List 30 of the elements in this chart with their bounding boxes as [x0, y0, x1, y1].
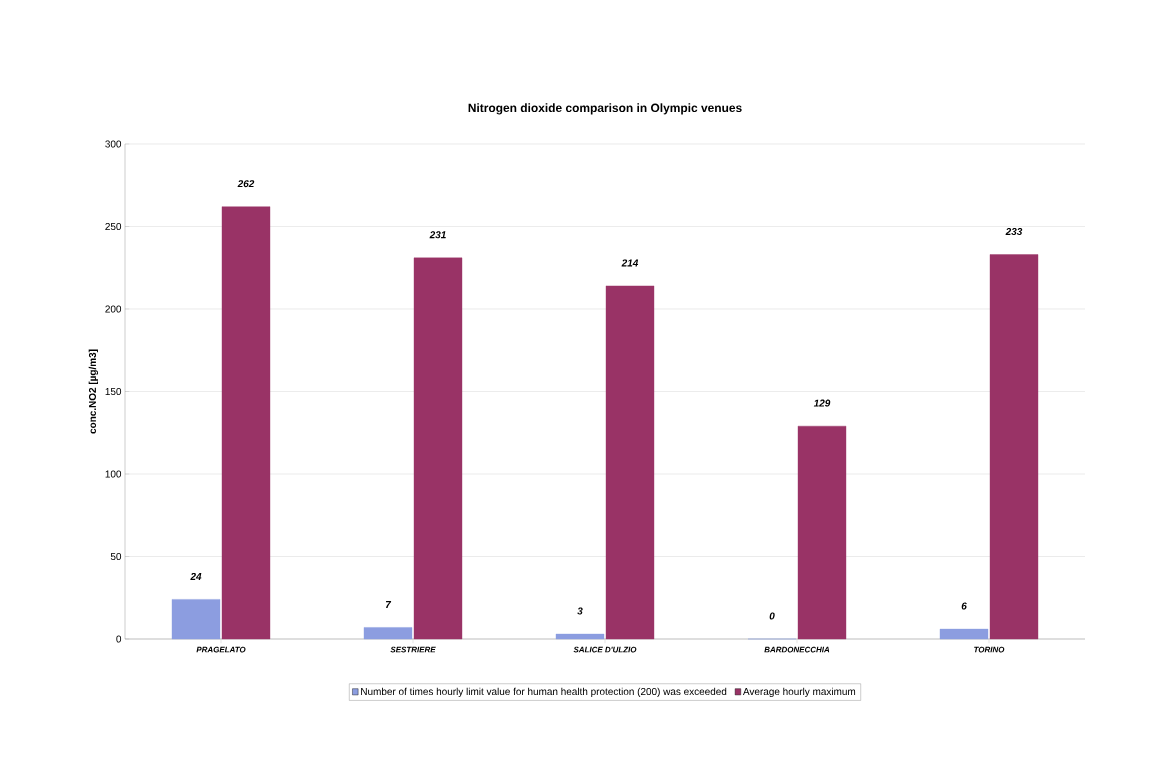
bar	[171, 599, 221, 640]
bar	[221, 206, 271, 640]
data-label: 6	[961, 602, 967, 610]
y-tick-label: 0	[116, 635, 122, 643]
data-label: 7	[385, 601, 392, 608]
data-label: 262	[237, 180, 255, 188]
bar	[939, 628, 989, 640]
data-label: 233	[1005, 227, 1023, 236]
bar	[797, 425, 847, 640]
bar	[605, 285, 655, 640]
bar	[989, 254, 1039, 640]
data-label: 0	[769, 612, 775, 620]
data-label: 231	[429, 231, 446, 239]
legend-label: Average hourly maximum	[742, 687, 856, 698]
legend-label: Number of times hourly limit value for human health protection (200) was exceeded	[361, 687, 727, 698]
data-label: 24	[190, 572, 202, 580]
y-tick-label: 300	[105, 140, 122, 148]
y-tick-label: 250	[105, 222, 122, 231]
y-tick-label: 150	[105, 387, 122, 396]
y-tick-label: 100	[105, 470, 122, 478]
y-tick-label: 50	[110, 552, 122, 561]
bar	[413, 257, 463, 640]
chart-title: Nitrogen dioxide comparison in Olympic venues	[468, 103, 742, 115]
bar	[363, 627, 413, 640]
data-label: 3	[577, 607, 583, 615]
bar	[555, 633, 605, 640]
y-tick-label: 200	[105, 305, 122, 313]
y-axis-title: conc.NO2 [µg/m3]	[88, 349, 99, 434]
data-label: 214	[621, 259, 639, 267]
data-label: 129	[813, 399, 831, 407]
